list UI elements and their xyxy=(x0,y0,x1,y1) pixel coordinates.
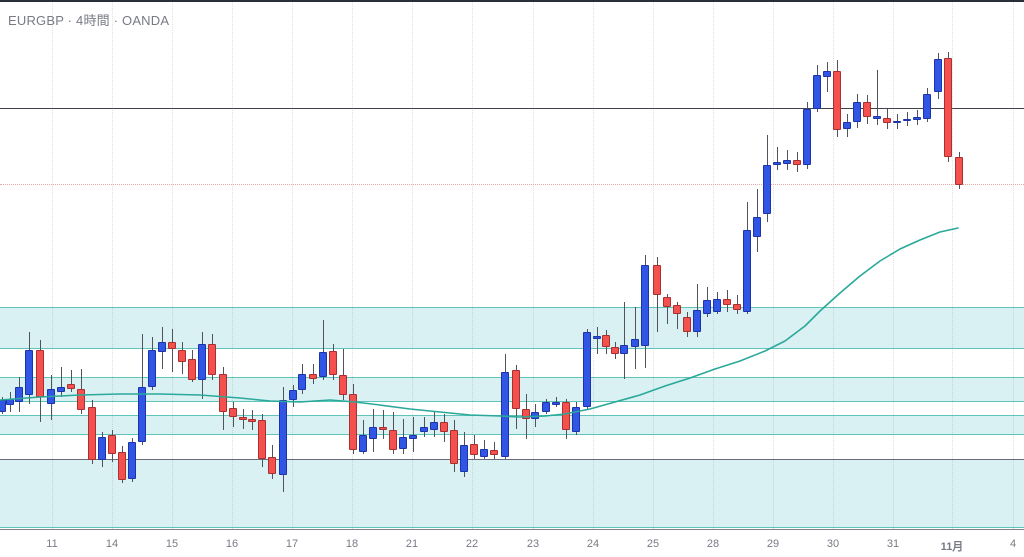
date-label: 25 xyxy=(646,538,660,550)
date-label: 11月 xyxy=(940,541,964,553)
date-label: 17 xyxy=(285,538,299,550)
date-label: 24 xyxy=(586,538,600,550)
x-axis-line xyxy=(0,529,1024,530)
date-label: 28 xyxy=(706,538,720,550)
date-label: 15 xyxy=(165,538,179,550)
date-label: 22 xyxy=(465,538,479,550)
date-label: 14 xyxy=(105,538,119,550)
date-label: 18 xyxy=(345,538,359,550)
date-label: 16 xyxy=(225,538,239,550)
date-label: 29 xyxy=(766,538,780,550)
date-label: 31 xyxy=(886,538,900,550)
date-label: 30 xyxy=(826,538,840,550)
date-label: 23 xyxy=(526,538,540,550)
date-label: 21 xyxy=(405,538,419,550)
symbol-title: EURGBP · 4時間 · OANDA xyxy=(8,13,170,28)
date-label: 11 xyxy=(46,538,58,550)
date-label: 4 xyxy=(1009,538,1017,550)
